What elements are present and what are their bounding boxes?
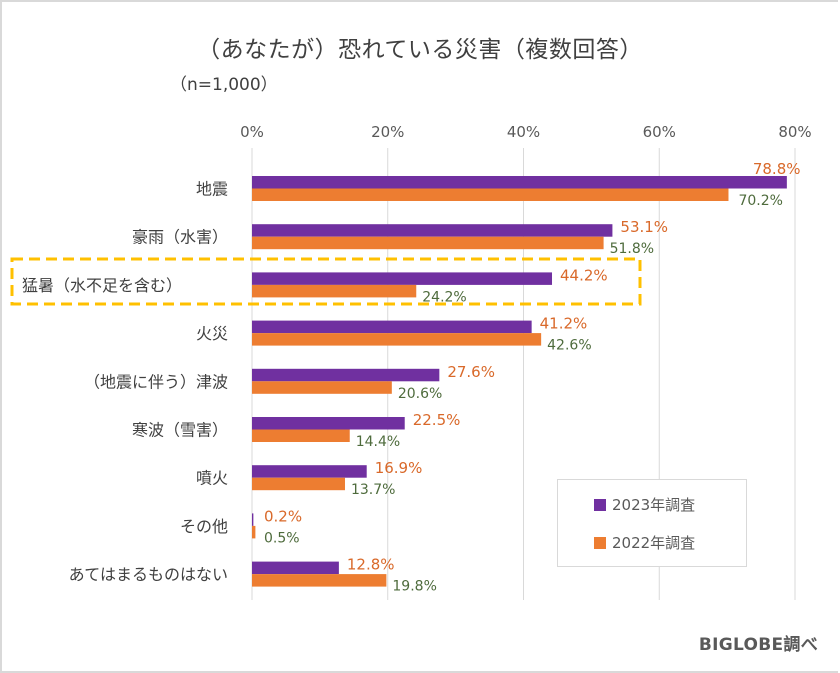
category-label: 火災 (196, 324, 228, 343)
bar-2022 (252, 236, 604, 250)
x-tick-label: 60% (643, 123, 676, 141)
data-label-2022: 13.7% (351, 482, 395, 498)
data-label-2023: 16.9% (375, 459, 423, 477)
legend: 2023年調査 2022年調査 (557, 479, 747, 567)
category-label: あてはまるものはない (69, 565, 228, 584)
bar-2022 (252, 381, 392, 394)
data-label-2023: 12.8% (347, 556, 395, 574)
data-label-2023: 44.2% (560, 266, 608, 284)
chart-subtitle: （n=1,000） (170, 75, 278, 95)
bar-2022 (252, 333, 542, 346)
bar-2023 (252, 368, 440, 382)
data-label-2023: 41.2% (540, 315, 588, 333)
bars (252, 176, 787, 587)
legend-swatch-2023 (594, 498, 606, 511)
x-tick-label: 0% (240, 123, 264, 141)
data-label-2022: 0.5% (264, 530, 300, 546)
category-label: その他 (180, 517, 228, 536)
legend-label-2022: 2022年調査 (612, 534, 696, 552)
data-label-2023: 27.6% (447, 363, 495, 381)
data-label-2022: 19.8% (392, 579, 436, 595)
bar-2023 (252, 224, 613, 237)
x-tick-label: 80% (778, 123, 811, 141)
legend-swatch-2022 (594, 536, 606, 549)
category-label: 寒波（雪害） (132, 421, 228, 440)
bar-2022 (252, 429, 350, 442)
category-label: 地震 (196, 180, 228, 199)
category-label: 豪雨（水害） (132, 228, 228, 247)
bar-2023 (252, 176, 787, 189)
data-label-2023: 22.5% (413, 411, 461, 429)
data-label-2022: 14.4% (356, 434, 400, 450)
bar-2022 (252, 284, 417, 298)
data-label-2023: 0.2% (264, 507, 302, 525)
legend-item-2022: 2022年調査 (594, 532, 695, 553)
category-label: 猛暑（水不足を含む） (22, 276, 182, 295)
data-label-2022: 42.6% (547, 338, 591, 354)
bar-2022 (252, 574, 387, 587)
bar-2023 (252, 561, 339, 575)
bar-2023 (252, 320, 532, 334)
data-label-2022: 70.2% (738, 193, 782, 209)
legend-label-2023: 2023年調査 (612, 496, 696, 514)
bar-2023 (252, 465, 367, 478)
data-label-2022: 24.2% (422, 289, 466, 305)
bar-2022 (252, 477, 345, 491)
x-tick-label: 20% (371, 123, 404, 141)
data-labels: 78.8% 70.2% 53.1% 51.8%44.2% 24.2% 41.2% 42.6%… (264, 160, 801, 595)
bar-2023 (252, 417, 405, 430)
category-label: 噴火 (196, 469, 228, 488)
data-label-2022: 51.8% (610, 241, 654, 257)
category-label: （地震に伴う）津波 (84, 372, 228, 391)
data-label-2022: 20.6% (398, 386, 442, 402)
data-label-2023: 78.8% (753, 160, 801, 178)
chart-title: （あなたが）恐れている災害（複数回答） (197, 37, 643, 63)
legend-item-2023: 2023年調査 (594, 494, 695, 515)
bar-2023 (252, 272, 553, 285)
bar-2022 (252, 525, 256, 539)
bar-2023 (252, 513, 254, 526)
highlight-box (10, 257, 642, 306)
source-credit: BIGLOBE調べ (698, 635, 818, 655)
bar-2022 (252, 188, 729, 201)
x-axis-ticks: 0% 20% 40% 60% 80% (240, 123, 812, 141)
data-label-2023: 53.1% (620, 218, 668, 236)
x-tick-label: 40% (507, 123, 540, 141)
